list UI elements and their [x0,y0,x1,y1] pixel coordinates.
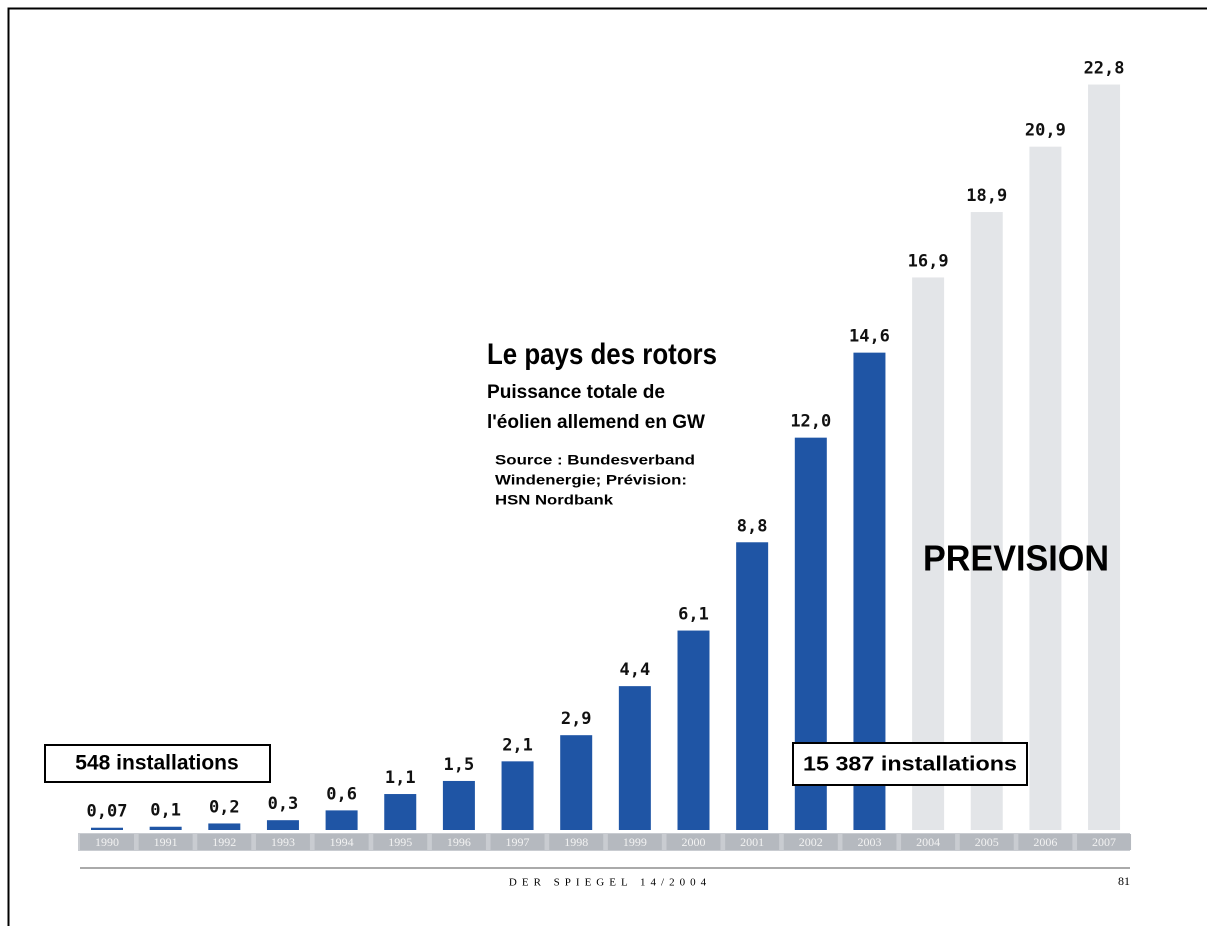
category-cell [842,834,897,850]
value-label: 22,8 [1084,59,1125,79]
category-cell [373,834,428,850]
bar [618,686,651,830]
value-label: 0,07 [87,802,128,822]
bar [1088,84,1121,831]
chart-subtitle: Puissance totale de [487,382,665,403]
x-tick-label: 1993 [271,835,295,849]
footer: DER SPIEGEL 14/2004 [509,877,711,889]
value-label: 0,3 [268,794,299,814]
value-label: 0,1 [150,801,181,821]
x-tick-label: 2007 [1092,835,1116,849]
bar [325,810,358,830]
annotation: PREVISION [923,538,1109,579]
source-note: Source : Bundesverband [495,452,695,468]
source-note: Windenergie; Prévision: [495,472,687,488]
x-tick-label: 1992 [212,835,236,849]
bar [442,780,475,830]
category-cell [431,834,486,850]
value-label: 16,9 [908,251,949,271]
category-cell [255,834,310,850]
x-tick-label: 1990 [95,835,119,849]
bar [266,820,299,830]
annotation: 15 387 installations [803,753,1017,775]
category-cell [901,834,956,850]
bar [501,761,534,830]
x-tick-label: 2003 [857,835,881,849]
annotation-box [792,742,1028,786]
category-cell [725,834,780,850]
value-label: 6,1 [678,605,709,625]
bar [149,826,182,830]
category-cell [666,834,721,850]
category-cell [490,834,545,850]
x-tick-label: 2004 [916,835,940,849]
value-label: 2,9 [561,709,592,729]
chart-subtitle: l'éolien allemend en GW [487,412,705,433]
value-label: 20,9 [1025,121,1066,141]
bar [560,735,593,830]
bar [1029,146,1062,830]
category-cell [959,834,1014,850]
x-tick-label: 1997 [506,835,530,849]
x-tick-label: 2005 [975,835,999,849]
x-tick-label: 2002 [799,835,823,849]
value-label: 14,6 [849,327,890,347]
category-cell [80,834,134,850]
bar [970,212,1003,830]
x-tick-label: 2001 [740,835,764,849]
chart-title: Le pays des rotors [487,338,717,371]
x-tick-label: 1995 [388,835,412,849]
value-label: 1,1 [385,768,416,788]
category-cell [1018,834,1073,850]
x-tick-label: 1999 [623,835,647,849]
x-tick-label: 1996 [447,835,471,849]
page-number: 81 [1118,874,1130,888]
bar [208,823,241,830]
frame [7,7,1207,926]
bar [677,630,710,830]
category-cell [607,834,662,850]
category-cell [783,834,838,850]
category-cell [549,834,604,850]
bar [384,794,417,830]
value-label: 0,6 [326,784,357,804]
bar [736,542,769,830]
value-label: 1,5 [444,755,475,775]
value-label: 0,2 [209,797,240,817]
x-tick-label: 2006 [1033,835,1057,849]
x-tick-label: 1991 [154,835,178,849]
category-cell [197,834,252,850]
annotation-box [44,744,271,783]
x-tick-label: 1998 [564,835,588,849]
category-cell [1077,834,1132,850]
bar [912,277,945,830]
value-label: 12,0 [790,412,831,432]
bar [91,827,123,830]
source-note: HSN Nordbank [495,492,613,508]
value-label: 2,1 [502,735,533,755]
x-tick-label: 2000 [682,835,706,849]
x-tick-label: 1994 [330,835,354,849]
category-cell [138,834,193,850]
annotation: 548 installations [75,752,238,775]
category-cell [314,834,369,850]
value-label: 4,4 [619,660,650,680]
value-label: 18,9 [966,186,1007,206]
value-label: 8,8 [737,516,768,536]
